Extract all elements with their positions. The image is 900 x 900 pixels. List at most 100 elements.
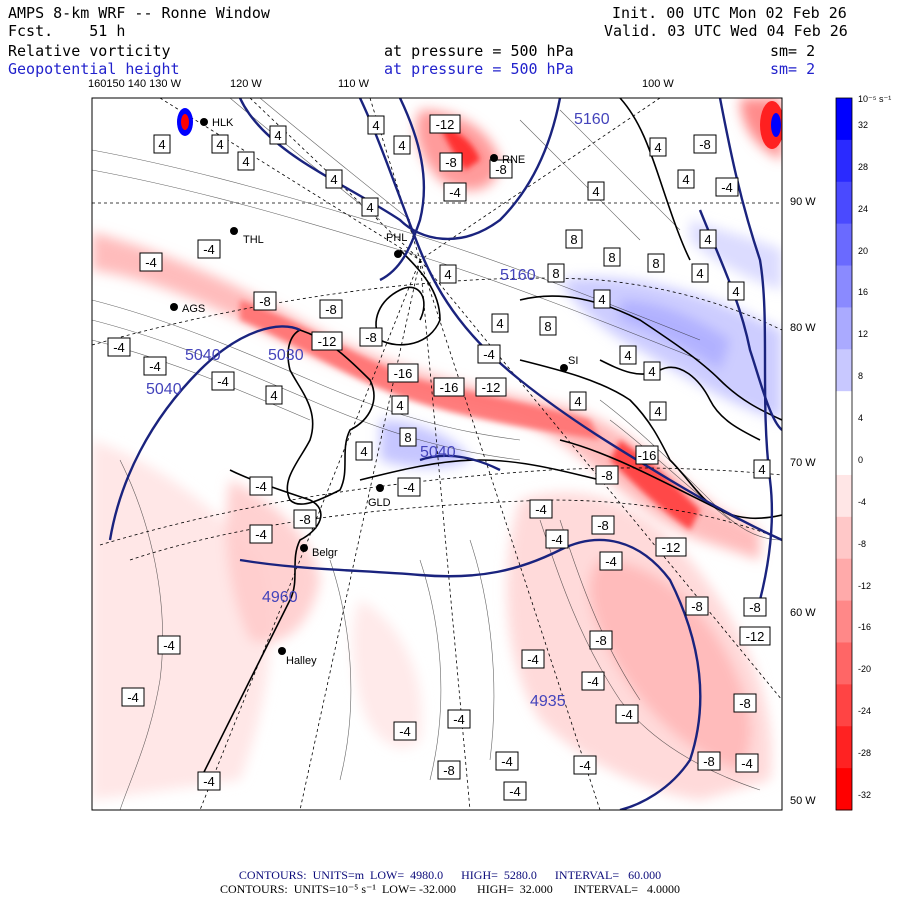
- svg-text:-16: -16: [440, 380, 459, 395]
- map-title: AMPS 8-km WRF -- Ronne Window: [8, 4, 270, 22]
- height-label-5160-top: 5160: [574, 111, 610, 128]
- vort-label: -4: [443, 182, 467, 202]
- vort-label: 8: [647, 253, 665, 273]
- svg-text:-4: -4: [535, 502, 547, 517]
- svg-text:Halley: Halley: [286, 655, 317, 667]
- svg-text:-8: -8: [597, 518, 609, 533]
- svg-text:-8: -8: [365, 330, 377, 345]
- svg-text:4: 4: [274, 128, 281, 143]
- map-field: [92, 98, 782, 810]
- svg-text:8: 8: [652, 256, 659, 271]
- vort-label: 8: [603, 247, 621, 267]
- svg-text:-4: -4: [587, 674, 599, 689]
- vort-label: -8: [685, 596, 709, 616]
- vort-label: 4: [153, 134, 171, 154]
- svg-text:4: 4: [654, 404, 661, 419]
- footer-height-contours: CONTOURS: UNITS=m LOW= 4980.0 HIGH= 5280…: [238, 868, 662, 882]
- vort-label: -8: [595, 465, 619, 485]
- valid-value: 03 UTC Wed 04 Feb 26: [667, 22, 848, 40]
- colorbar: [836, 98, 852, 811]
- vort-label: -4: [139, 252, 163, 272]
- svg-text:-8: -8: [495, 162, 507, 177]
- lon-label-120: 120 W: [230, 78, 262, 90]
- fcst-value: 51 h: [89, 22, 126, 40]
- colorbar-segment: [836, 349, 852, 392]
- vort-label: -4: [545, 529, 569, 549]
- svg-text:4: 4: [624, 348, 631, 363]
- vort-label: -4: [529, 499, 553, 519]
- svg-text:4: 4: [732, 284, 739, 299]
- vort-label: 4: [649, 401, 667, 421]
- vort-label: -4: [521, 649, 545, 669]
- vort-label: 4: [361, 197, 379, 217]
- svg-text:-4: -4: [399, 724, 411, 739]
- svg-text:8: 8: [404, 430, 411, 445]
- valid-label: Valid.: [604, 22, 659, 40]
- station-thl: THL: [230, 227, 264, 246]
- vort-label: -4: [615, 704, 639, 724]
- svg-text:AGS: AGS: [182, 303, 205, 315]
- vort-label: 4: [699, 229, 717, 249]
- vort-label: 4: [643, 361, 661, 381]
- colorbar-tick-label: 32: [858, 119, 869, 130]
- vort-label: -4: [397, 477, 421, 497]
- svg-text:RNE: RNE: [502, 154, 525, 166]
- vort-label: 4: [391, 395, 409, 415]
- vort-label: -8: [359, 327, 383, 347]
- svg-text:4: 4: [216, 137, 223, 152]
- svg-text:4: 4: [270, 388, 277, 403]
- svg-text:-12: -12: [746, 629, 765, 644]
- svg-text:-8: -8: [595, 633, 607, 648]
- lat-label-60: 60 W: [790, 607, 816, 619]
- svg-text:-12: -12: [482, 380, 501, 395]
- svg-text:-8: -8: [739, 696, 751, 711]
- colorbar-segment: [836, 642, 852, 685]
- vort-label: -8: [489, 159, 513, 179]
- vort-label: -8: [697, 751, 721, 771]
- vort-label: -4: [393, 721, 417, 741]
- svg-text:-4: -4: [203, 242, 215, 257]
- svg-text:-12: -12: [318, 334, 337, 349]
- colorbar-segment: [836, 223, 852, 267]
- vort-label: -16: [387, 363, 419, 383]
- svg-text:-8: -8: [299, 512, 311, 527]
- fcst-label: Fcst.: [8, 22, 54, 40]
- field-1-name: Relative vorticity: [8, 42, 171, 60]
- map-border: [91, 97, 783, 811]
- vort-label: -12: [475, 377, 507, 397]
- svg-text:-4: -4: [113, 340, 125, 355]
- colorbar-tick-label: 16: [858, 287, 869, 298]
- vort-label: -8: [589, 630, 613, 650]
- vort-label: 4: [325, 169, 343, 189]
- height-label-4960: 4960: [262, 589, 298, 606]
- colorbar-segment: [836, 265, 852, 308]
- svg-text:-4: -4: [449, 185, 461, 200]
- svg-text:-8: -8: [443, 763, 455, 778]
- svg-text:-4: -4: [217, 374, 229, 389]
- svg-text:4: 4: [574, 394, 581, 409]
- svg-text:4: 4: [242, 154, 249, 169]
- vort-label: -4: [495, 751, 519, 771]
- svg-text:-8: -8: [445, 155, 457, 170]
- colorbar-segment: [836, 433, 852, 476]
- vort-label: -12: [429, 114, 461, 134]
- vort-label: -4: [503, 781, 527, 801]
- lon-label-160-130: 160150 140 130 W: [88, 78, 181, 90]
- pressure-2-value: 500 hPa: [510, 60, 574, 78]
- stations: HLK THL AGS RNE PHL GLD Belgr Halley SI: [170, 117, 578, 667]
- vorticity-labels: 4 4 4 4 4 4 4 4 -12 -8 -4 -8 4 4 4 -8 -4…: [107, 114, 771, 801]
- vort-label: -4: [157, 635, 181, 655]
- colorbar-tick-label: 20: [858, 245, 869, 256]
- colorbar-frame: [835, 97, 853, 811]
- vort-label: 4: [439, 264, 457, 284]
- svg-text:-8: -8: [691, 599, 703, 614]
- vort-label: 4: [593, 289, 611, 309]
- svg-text:-8: -8: [699, 137, 711, 152]
- svg-text:-12: -12: [436, 117, 455, 132]
- svg-text:-4: -4: [621, 707, 633, 722]
- colorbar-segment: [836, 516, 852, 560]
- vort-label: -12: [311, 331, 343, 351]
- smoothing-1: sm= 2: [770, 42, 816, 60]
- vort-label: 4: [619, 345, 637, 365]
- svg-text:-8: -8: [749, 600, 761, 615]
